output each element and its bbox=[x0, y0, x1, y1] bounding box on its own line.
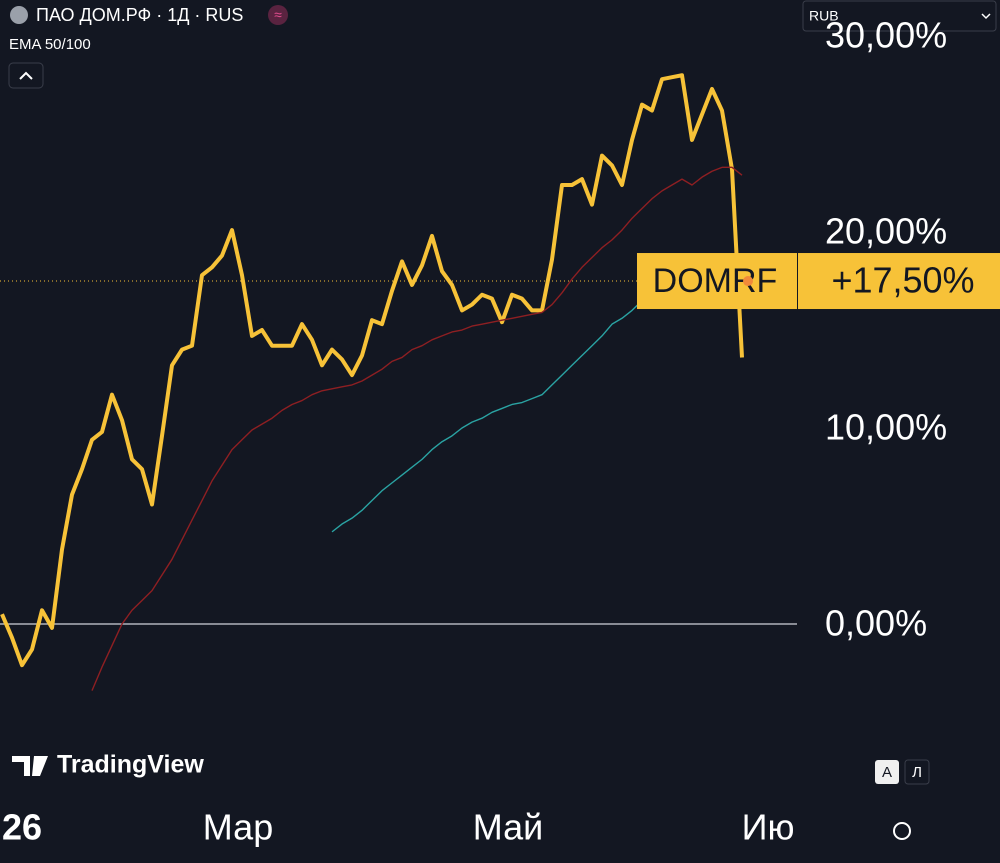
price-series-line bbox=[0, 73, 744, 668]
y-tick-label: 0,00% bbox=[825, 602, 927, 643]
x-tick-label: Май bbox=[473, 807, 544, 848]
price-dot bbox=[743, 276, 753, 287]
data-status-glyph: ≈ bbox=[274, 7, 282, 23]
currency-select[interactable] bbox=[802, 0, 997, 32]
indicator-label: EMA 50/100 bbox=[9, 36, 91, 53]
settings-button[interactable] bbox=[893, 822, 911, 840]
price-label: +17,50% bbox=[831, 260, 974, 301]
data-status-icon bbox=[268, 5, 288, 25]
y-tick-label: 10,00% bbox=[825, 407, 947, 448]
chart-title: ПАО ДОМ.РФ · 1Д · RUS bbox=[36, 5, 243, 25]
y-tick-label: 30,00% bbox=[825, 15, 947, 56]
symbol-icon bbox=[10, 6, 28, 24]
symbol-pill bbox=[637, 253, 797, 310]
x-tick-label: 26 bbox=[2, 807, 42, 848]
ema-line bbox=[91, 166, 743, 691]
collapse-button[interactable] bbox=[8, 62, 44, 89]
log-scale-label: Л bbox=[912, 764, 922, 781]
symbol-label: DOMRF bbox=[653, 262, 778, 300]
y-tick-label: 20,00% bbox=[825, 211, 947, 252]
logo-text: TradingView bbox=[57, 751, 204, 779]
currency-label: RUB bbox=[809, 8, 839, 24]
auto-scale-label: A bbox=[882, 764, 892, 781]
price-pill bbox=[798, 253, 1000, 310]
log-scale-button[interactable] bbox=[904, 759, 930, 785]
ema-line bbox=[331, 292, 653, 533]
auto-scale-button[interactable] bbox=[875, 760, 899, 784]
x-tick-label: Мар bbox=[203, 807, 273, 848]
logo-mark bbox=[12, 756, 48, 776]
overlay: DOMRF +17,50% bbox=[637, 253, 1000, 310]
x-tick-label: Ию bbox=[742, 807, 795, 848]
chevron-up bbox=[19, 71, 33, 80]
select-arrow bbox=[981, 13, 991, 20]
